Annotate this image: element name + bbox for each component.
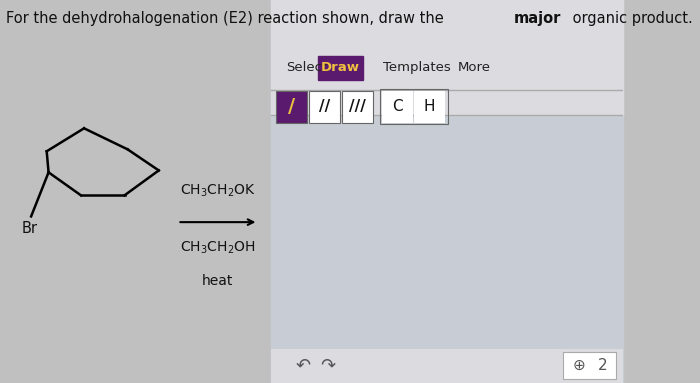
Text: //: // [318,99,330,115]
Text: Select: Select [286,61,328,74]
Text: For the dehydrohalogenation (E2) reaction shown, draw the: For the dehydrohalogenation (E2) reactio… [6,11,449,26]
Text: major: major [514,11,561,26]
Text: H: H [424,99,435,115]
Bar [318,56,363,80]
Text: /: / [288,97,295,116]
Text: ///: /// [349,99,366,115]
Bar [380,89,447,124]
Bar [564,352,616,379]
Text: C: C [392,99,402,115]
Bar [414,91,445,123]
Text: CH$_3$CH$_2$OH: CH$_3$CH$_2$OH [180,239,256,256]
Text: CH$_3$CH$_2$OK: CH$_3$CH$_2$OK [180,183,256,199]
Text: organic product.: organic product. [568,11,693,26]
Bar [342,91,373,123]
Bar [271,349,622,383]
Text: 2: 2 [598,358,608,373]
Bar [276,91,307,123]
Bar [382,91,413,123]
Bar [271,0,622,115]
Bar [271,0,622,383]
Text: Templates: Templates [383,61,451,74]
Bar [309,91,340,123]
Text: ⊕: ⊕ [573,358,585,373]
Text: Br: Br [21,221,37,236]
Text: ↷: ↷ [321,357,336,375]
Text: heat: heat [202,274,234,288]
Text: Draw: Draw [321,61,360,74]
Text: More: More [458,61,491,74]
Text: ↶: ↶ [295,357,311,375]
